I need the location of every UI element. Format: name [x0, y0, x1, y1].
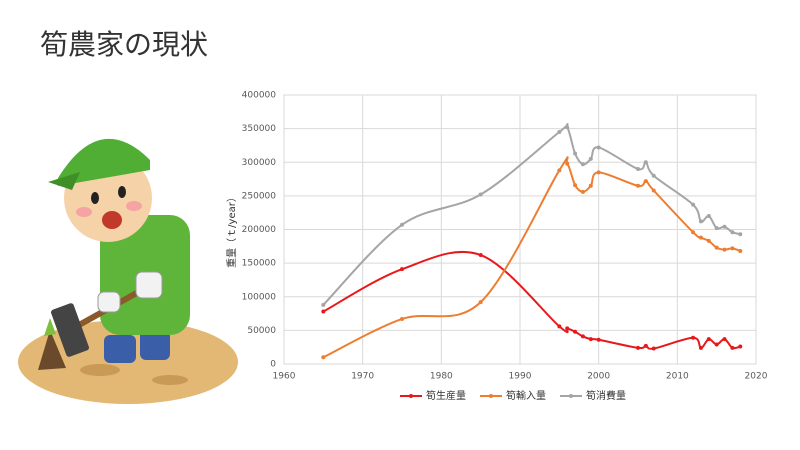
data-point [706, 238, 711, 243]
data-point [714, 342, 719, 347]
x-tick-label: 1980 [430, 372, 453, 382]
data-point [738, 344, 743, 349]
slide-title: 筍農家の現状 [40, 28, 208, 61]
data-point [588, 156, 593, 161]
data-point [698, 219, 703, 224]
data-point [321, 355, 326, 360]
data-point [400, 267, 404, 272]
data-point [580, 162, 585, 167]
y-tick-label: 250000 [242, 191, 277, 201]
data-point [651, 346, 656, 351]
data-point [565, 326, 570, 331]
y-tick-label: 50000 [247, 326, 276, 336]
data-point [573, 151, 578, 156]
data-point [478, 253, 483, 258]
data-point [573, 329, 578, 334]
legend-label: 筍輸入量 [506, 389, 546, 402]
data-point [557, 168, 562, 173]
data-point [321, 302, 326, 307]
data-point [651, 188, 656, 193]
data-point [636, 166, 640, 171]
x-tick-label: 2020 [745, 372, 768, 382]
data-point [691, 230, 696, 235]
data-point [722, 247, 727, 252]
y-tick-label: 300000 [242, 158, 277, 168]
data-point [588, 183, 593, 188]
y-axis-label: 重量（ｔ/year） [225, 192, 238, 268]
data-point [596, 337, 601, 342]
data-point [643, 179, 648, 184]
data-point [706, 337, 711, 342]
data-point [565, 161, 570, 166]
data-point [730, 230, 735, 235]
data-point [321, 309, 326, 314]
x-tick-label: 1970 [351, 372, 374, 382]
legend-marker [409, 394, 413, 398]
illustration [18, 138, 238, 404]
data-point [722, 224, 727, 229]
data-point [738, 232, 743, 237]
x-tick-label: 1960 [273, 372, 296, 382]
x-tick-label: 2010 [666, 372, 689, 382]
data-point [698, 345, 703, 350]
data-point [714, 245, 719, 250]
data-point [730, 246, 735, 251]
data-point [636, 183, 640, 188]
data-point [580, 189, 585, 194]
data-point [478, 300, 483, 305]
data-point [557, 129, 562, 134]
data-point [651, 173, 656, 178]
data-point [478, 192, 483, 197]
x-tick-label: 1990 [509, 372, 532, 382]
legend-label: 筍消費量 [586, 389, 626, 402]
legend-label: 筍生産量 [426, 389, 466, 402]
y-tick-label: 0 [270, 360, 276, 370]
data-point [738, 249, 743, 254]
data-point [596, 170, 601, 175]
data-point [691, 202, 696, 207]
y-tick-label: 150000 [242, 259, 277, 269]
data-point [714, 226, 719, 231]
data-point [722, 337, 727, 342]
data-point [706, 214, 711, 219]
y-tick-label: 400000 [242, 91, 277, 101]
y-tick-label: 350000 [242, 124, 277, 134]
data-point [691, 335, 696, 340]
data-point [636, 345, 640, 350]
data-point [596, 145, 601, 150]
data-point [573, 183, 578, 188]
legend-marker [489, 394, 493, 398]
x-tick-label: 2000 [587, 372, 610, 382]
data-point [400, 316, 404, 321]
data-point [730, 345, 735, 350]
data-point [565, 125, 570, 130]
data-point [588, 337, 593, 342]
data-point [400, 222, 404, 227]
data-point [698, 235, 703, 240]
data-point [580, 334, 585, 339]
y-tick-label: 100000 [242, 292, 277, 302]
data-point [643, 160, 648, 165]
legend-marker [569, 394, 573, 398]
y-tick-label: 200000 [242, 225, 277, 235]
data-point [557, 324, 562, 329]
data-point [643, 343, 648, 348]
